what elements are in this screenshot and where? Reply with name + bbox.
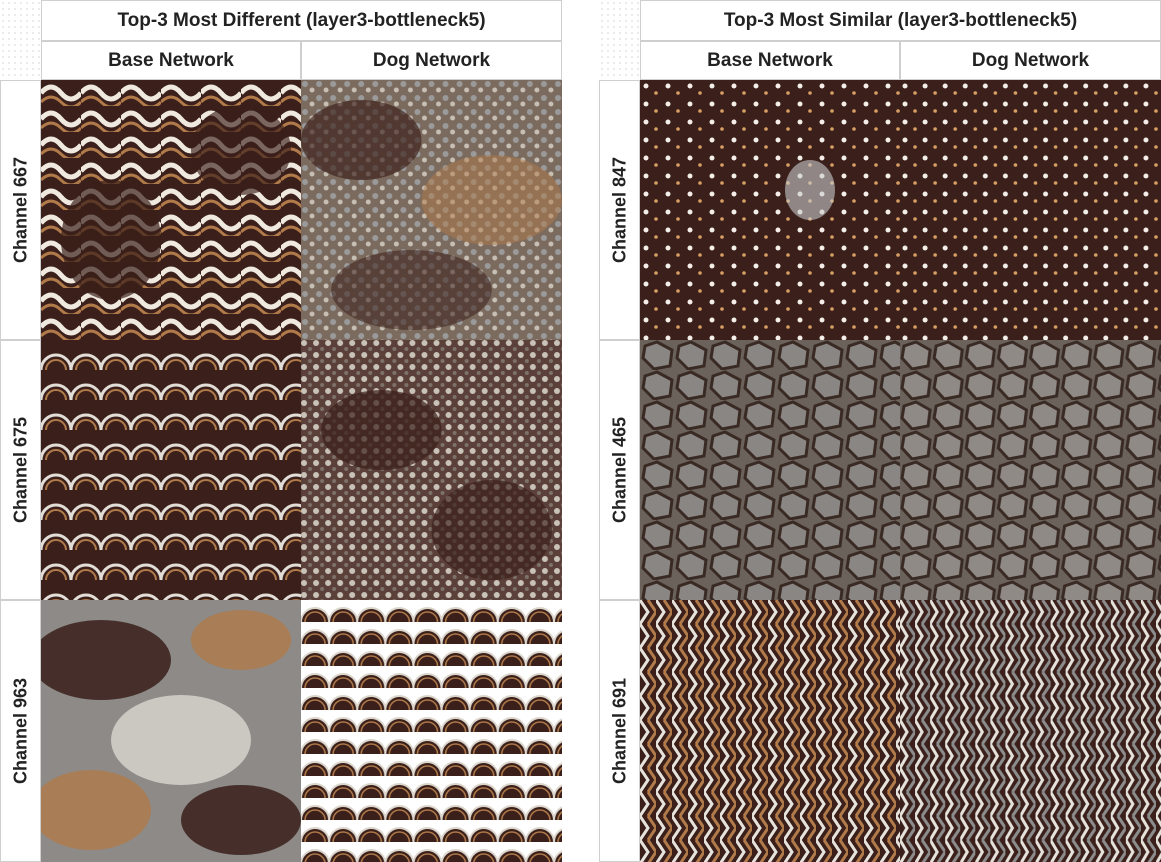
column-header-dog: Dog Network: [900, 41, 1161, 80]
texture-image: [900, 340, 1161, 600]
texture-image: [41, 600, 301, 862]
panel-most-different: Top-3 Most Different (layer3-bottleneck5…: [0, 0, 562, 862]
texture-image: [640, 80, 900, 340]
row-label: Channel 667: [0, 80, 41, 340]
texture-image: [41, 340, 301, 600]
row-label: Channel 963: [0, 600, 41, 862]
texture-image: [301, 80, 562, 340]
texture-image: [301, 340, 562, 600]
row-label: Channel 675: [0, 340, 41, 600]
corner-blank: [599, 0, 640, 80]
panel-most-similar: Top-3 Most Similar (layer3-bottleneck5) …: [599, 0, 1161, 862]
row-label: Channel 847: [599, 80, 640, 340]
column-header-base: Base Network: [41, 41, 301, 80]
row-label: Channel 465: [599, 340, 640, 600]
panel-title: Top-3 Most Different (layer3-bottleneck5…: [41, 0, 562, 41]
column-header-base: Base Network: [640, 41, 900, 80]
texture-image: [301, 600, 562, 862]
corner-blank: [0, 0, 41, 80]
panel-title: Top-3 Most Similar (layer3-bottleneck5): [640, 0, 1161, 41]
texture-image: [41, 80, 301, 340]
texture-image: [640, 340, 900, 600]
row-label: Channel 691: [599, 600, 640, 862]
texture-image: [900, 600, 1161, 862]
column-header-dog: Dog Network: [301, 41, 562, 80]
texture-image: [900, 80, 1161, 340]
texture-image: [640, 600, 900, 862]
